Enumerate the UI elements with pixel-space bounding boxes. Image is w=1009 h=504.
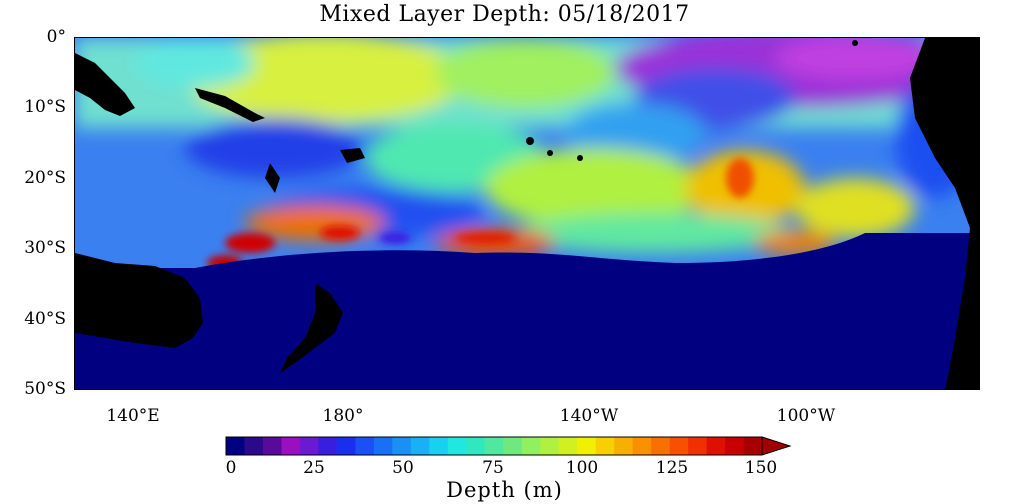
colorbar-swatch <box>410 437 430 455</box>
colorbar-swatch <box>299 437 319 455</box>
mixed-layer-depth-map <box>75 38 979 389</box>
colorbar-swatch <box>392 437 412 455</box>
colorbar-extend-arrow <box>761 436 792 456</box>
colorbar-tick-label: 125 <box>655 458 689 478</box>
land-masses <box>75 38 979 389</box>
colorbar-tick-label: 25 <box>303 458 325 478</box>
colorbar-swatches <box>225 436 763 456</box>
colorbar-swatch <box>706 437 726 455</box>
colorbar-tick-label: 50 <box>392 458 414 478</box>
x-tick-label-140e: 140°E <box>106 406 160 426</box>
colorbar-swatch <box>466 437 486 455</box>
fiji-land <box>340 148 365 163</box>
colorbar-swatch <box>688 437 707 455</box>
colorbar-swatch <box>373 437 393 455</box>
y-tick-label-50s: 50°S <box>24 379 66 399</box>
colorbar-swatch <box>521 437 541 455</box>
colorbar-swatch <box>669 437 689 455</box>
island <box>852 40 858 46</box>
new-guinea-land <box>75 53 135 116</box>
x-tick-label-140w: 140°W <box>559 406 619 426</box>
vanuatu-land <box>265 163 280 193</box>
colorbar-tick-label: 0 <box>225 458 237 478</box>
colorbar-swatch <box>281 437 301 455</box>
colorbar-swatch <box>336 437 356 455</box>
colorbar-swatch <box>318 437 338 455</box>
solomon-islands-land <box>195 88 265 122</box>
colorbar-tick-label: 100 <box>565 458 599 478</box>
new-zealand-land <box>280 283 343 373</box>
colorbar-tick-label: 75 <box>482 458 504 478</box>
x-tick-label-180: 180° <box>322 406 364 426</box>
map-title: Mixed Layer Depth: 05/18/2017 <box>319 2 690 27</box>
colorbar-swatch <box>503 437 523 455</box>
colorbar-swatch <box>447 437 467 455</box>
depth-field <box>75 38 979 271</box>
island <box>577 155 583 161</box>
colorbar-swatch <box>595 437 615 455</box>
colorbar-swatch <box>540 437 559 455</box>
colorbar-swatch <box>429 437 449 455</box>
colorbar-tick-label: 150 <box>744 458 778 478</box>
colorbar-swatch <box>577 437 596 455</box>
y-tick-label-30s: 30°S <box>24 238 66 258</box>
colorbar-swatch <box>743 437 763 455</box>
y-tick-label-10s: 10°S <box>24 97 66 117</box>
south-america-land <box>910 38 979 389</box>
colorbar-swatch <box>558 437 578 455</box>
y-tick-label-20s: 20°S <box>24 168 66 188</box>
colorbar-swatch <box>632 437 652 455</box>
colorbar-swatch <box>355 437 375 455</box>
colorbar-swatch <box>244 437 264 455</box>
colorbar-outline <box>225 436 763 456</box>
colorbar-swatch <box>651 437 670 455</box>
island <box>547 150 553 156</box>
australia-land <box>75 253 203 348</box>
colorbar-swatch <box>262 437 282 455</box>
colorbar-swatch <box>614 437 633 455</box>
y-tick-label-40s: 40°S <box>24 309 66 329</box>
island <box>526 137 534 145</box>
colorbar-swatch <box>484 437 504 455</box>
colorbar-title: Depth (m) <box>446 478 563 502</box>
map-panel <box>74 37 980 390</box>
x-tick-label-100w: 100°W <box>776 406 836 426</box>
y-tick-label-0: 0° <box>46 27 66 47</box>
colorbar-swatch <box>226 437 245 455</box>
colorbar-swatch <box>725 437 744 455</box>
